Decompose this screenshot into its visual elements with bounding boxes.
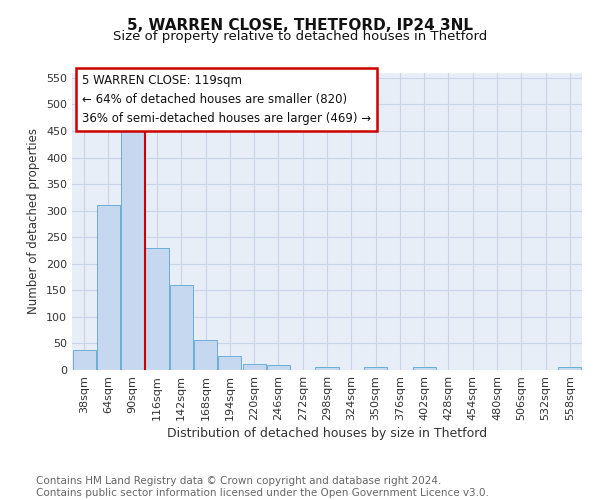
Y-axis label: Number of detached properties: Number of detached properties: [28, 128, 40, 314]
Bar: [413, 368, 436, 370]
X-axis label: Distribution of detached houses by size in Thetford: Distribution of detached houses by size …: [167, 427, 487, 440]
Bar: [170, 285, 193, 370]
Bar: [121, 127, 144, 370]
Bar: [97, 205, 120, 370]
Text: 5 WARREN CLOSE: 119sqm
← 64% of detached houses are smaller (820)
36% of semi-de: 5 WARREN CLOSE: 119sqm ← 64% of detached…: [82, 74, 371, 125]
Bar: [145, 248, 169, 370]
Bar: [242, 364, 266, 370]
Bar: [316, 368, 338, 370]
Bar: [194, 340, 217, 370]
Bar: [559, 368, 581, 370]
Text: 5, WARREN CLOSE, THETFORD, IP24 3NL: 5, WARREN CLOSE, THETFORD, IP24 3NL: [127, 18, 473, 32]
Bar: [218, 356, 241, 370]
Text: Contains HM Land Registry data © Crown copyright and database right 2024.
Contai: Contains HM Land Registry data © Crown c…: [36, 476, 489, 498]
Bar: [73, 350, 95, 370]
Bar: [364, 368, 387, 370]
Bar: [267, 365, 290, 370]
Text: Size of property relative to detached houses in Thetford: Size of property relative to detached ho…: [113, 30, 487, 43]
